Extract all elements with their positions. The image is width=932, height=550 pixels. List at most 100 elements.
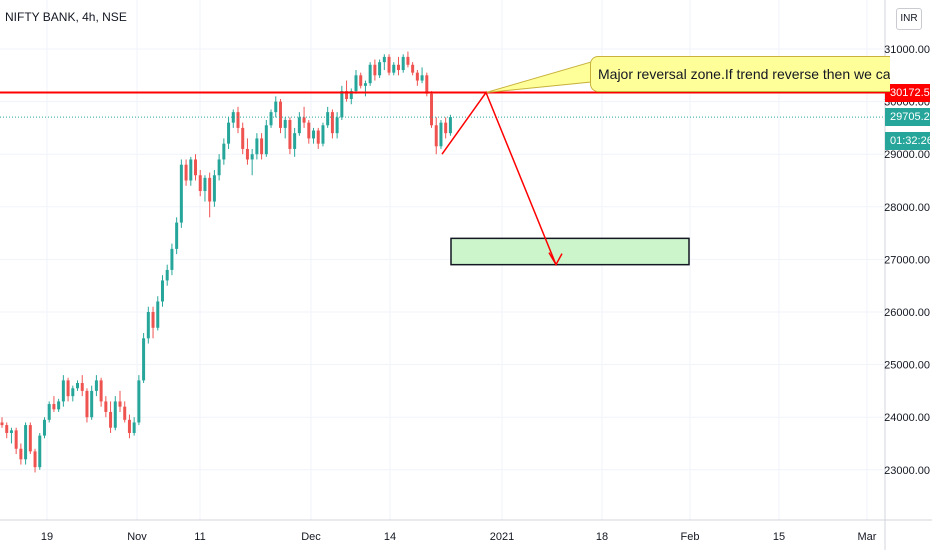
last-price-tag: 29705.25	[885, 108, 930, 127]
candle-body	[99, 380, 103, 402]
x-tick-label: 2021	[490, 531, 514, 543]
candle-body	[189, 159, 193, 181]
candle-body	[28, 425, 32, 452]
candle-body	[9, 430, 13, 433]
candle-body	[378, 62, 382, 76]
candle-body	[113, 401, 117, 428]
candle-body	[349, 91, 353, 99]
candle-body	[269, 112, 273, 126]
candle-body	[382, 56, 386, 63]
candle-body	[19, 448, 23, 460]
candle-body	[330, 112, 334, 134]
candle-body	[57, 401, 61, 410]
candle-body	[38, 435, 42, 468]
candle-body	[406, 56, 410, 65]
y-tick-label: 24000.00	[884, 412, 930, 424]
candle-body	[368, 64, 372, 84]
candle-body	[307, 122, 311, 139]
candle-body	[293, 133, 297, 149]
candle-body	[250, 154, 254, 160]
candle-body	[85, 390, 89, 418]
candle-body	[80, 383, 84, 391]
candle-body	[425, 75, 429, 94]
candle-body	[71, 388, 75, 397]
candle-body	[94, 380, 98, 391]
candle-body	[33, 451, 37, 468]
candle-body	[415, 72, 419, 81]
horizontal-line-price-tag: 30172.50	[885, 83, 930, 102]
symbol-title: NIFTY BANK, 4h, NSE	[5, 10, 127, 24]
x-tick-label: 18	[596, 531, 608, 543]
candle-body	[132, 422, 136, 433]
candle-body	[170, 248, 174, 270]
candle-body	[227, 122, 231, 144]
candle-body	[198, 175, 202, 192]
candle-body	[208, 177, 212, 202]
candle-body	[217, 159, 221, 176]
candle-body	[396, 64, 400, 71]
candle-body	[439, 122, 443, 147]
candle-body	[14, 430, 18, 449]
candle-body	[297, 117, 301, 134]
candle-body	[236, 112, 240, 128]
candle-body	[316, 130, 320, 144]
candle-body	[321, 125, 325, 144]
candle-body	[104, 401, 108, 412]
candle-body	[222, 143, 226, 160]
candle-body	[326, 112, 330, 126]
candle-body	[0, 422, 4, 426]
candle-body	[373, 64, 377, 76]
candle-body	[76, 383, 80, 389]
y-tick-label: 27000.00	[884, 254, 930, 266]
candle-body	[255, 138, 259, 155]
projection-path	[441, 90, 557, 265]
y-tick-label: 31000.00	[884, 44, 930, 56]
candle-body	[288, 120, 292, 149]
bar-countdown-tag: 01:32:26	[885, 132, 930, 151]
candle-body	[283, 120, 287, 128]
candle-body	[127, 419, 131, 433]
candle-body	[194, 159, 198, 176]
x-tick-label: 15	[773, 531, 785, 543]
candle-body	[47, 404, 51, 420]
x-tick-label: 19	[41, 531, 53, 543]
candle-body	[90, 390, 94, 418]
candle-body	[66, 380, 70, 397]
candle-body	[434, 125, 438, 147]
candle-body	[245, 148, 249, 160]
candle-body	[231, 112, 235, 123]
candle-body	[61, 380, 65, 402]
x-tick-label: Feb	[681, 531, 700, 543]
candle-body	[401, 56, 405, 71]
candle-body	[420, 75, 424, 81]
candle-body	[335, 117, 339, 134]
candle-body	[151, 312, 155, 328]
x-tick-label: Dec	[301, 531, 321, 543]
candle-body	[274, 101, 278, 113]
candle-body	[448, 117, 452, 134]
candle-body	[430, 93, 434, 126]
candle-body	[444, 122, 448, 134]
x-tick-label: 11	[194, 531, 205, 543]
callout-annotation[interactable]: Major reversal zone.If trend reverse the…	[590, 56, 890, 92]
candle-body	[354, 75, 358, 92]
candle-body	[278, 101, 282, 128]
y-tick-label: 28000.00	[884, 202, 930, 214]
currency-button[interactable]: INR	[896, 8, 922, 30]
candle-body	[340, 91, 344, 118]
candle-body	[203, 177, 207, 192]
candle-body	[392, 64, 396, 73]
y-tick-label: 26000.00	[884, 307, 930, 319]
candle-body	[312, 130, 316, 139]
x-tick-label: 14	[384, 531, 396, 543]
candle-body	[160, 280, 164, 302]
candle-body	[363, 83, 367, 86]
candle-body	[118, 401, 122, 407]
x-tick-label: Nov	[127, 531, 147, 543]
target-zone	[450, 237, 690, 266]
candle-body	[260, 138, 264, 155]
candle-body	[123, 406, 127, 420]
candle-body	[156, 301, 160, 328]
